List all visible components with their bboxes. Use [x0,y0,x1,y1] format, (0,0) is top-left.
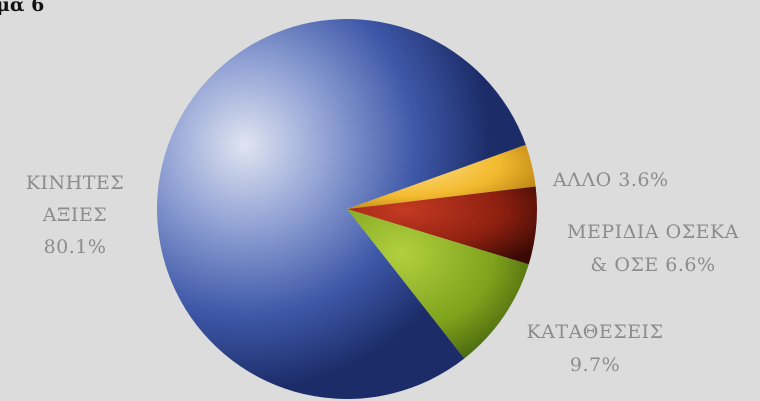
slice-label-3: ΚΙΝΗΤΕΣ ΑΞΙΕΣ 80.1% [26,172,124,258]
pie-slice-2 [347,209,529,359]
slice-label-1: ΜΕΡΙΔΙΑ ΟΣΕΚΑ & ΟΣΕ 6.6% [567,221,739,276]
pie-slice-0 [347,144,536,209]
chart-title: μα 6 [0,0,45,16]
pie-slice-1 [347,186,537,265]
slice-label-0: ΑΛΛΟ 3.6% [552,169,669,191]
slice-label-2: ΚΑΤΑΘΕΣΕΙΣ 9.7% [527,321,664,376]
pie-slice-3 [156,19,526,400]
